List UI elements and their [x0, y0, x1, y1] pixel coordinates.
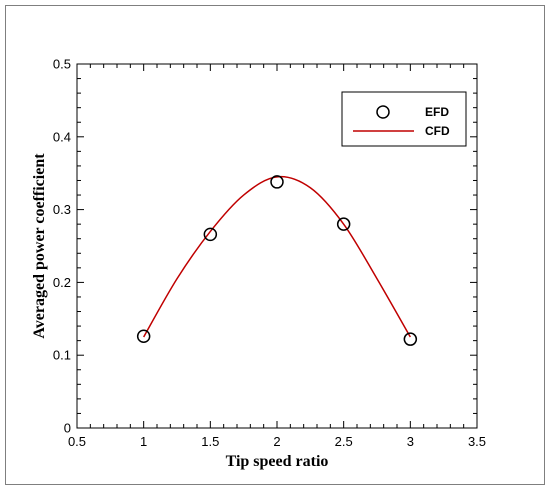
y-tick-label: 0.1: [53, 348, 71, 363]
axis-tick-labels: 0.5 1 1.5 2 2.5 3 3.5 0 0.1 0.2 0.3 0.4 0.5: [53, 57, 486, 450]
series-layer: [136, 175, 418, 346]
axis-ticks: [76, 63, 478, 429]
x-tick-label: 0.5: [68, 434, 86, 449]
efd-data-point: [270, 175, 284, 189]
cfd-series-line: [143, 175, 411, 338]
x-tick-label: 1.5: [201, 434, 219, 449]
efd-data-point: [336, 217, 351, 231]
y-tick-label: 0.5: [53, 57, 71, 72]
efd-data-point: [136, 329, 151, 344]
legend-efd-label: EFD: [425, 105, 449, 119]
x-tick-label: 3.5: [468, 434, 486, 449]
y-tick-label: 0.2: [53, 275, 71, 290]
x-tick-label: 2.5: [335, 434, 353, 449]
figure-frame: [5, 5, 545, 485]
efd-data-point: [203, 227, 218, 242]
y-tick-label: 0.4: [53, 129, 71, 144]
legend-cfd-label: CFD: [425, 124, 450, 138]
legend-box: [341, 91, 467, 147]
x-tick-label: 3: [407, 434, 414, 449]
legend: EFD CFD: [341, 91, 467, 147]
x-tick-label: 1: [140, 434, 147, 449]
y-tick-label: 0.3: [53, 202, 71, 217]
y-axis-label: Averaged power coefficient: [31, 153, 48, 339]
x-axis-label: Tip speed ratio: [226, 453, 329, 470]
efd-data-point: [403, 332, 418, 346]
x-tick-label: 2: [273, 434, 280, 449]
y-tick-label: 0: [64, 421, 71, 436]
legend-efd-marker: [376, 105, 390, 119]
